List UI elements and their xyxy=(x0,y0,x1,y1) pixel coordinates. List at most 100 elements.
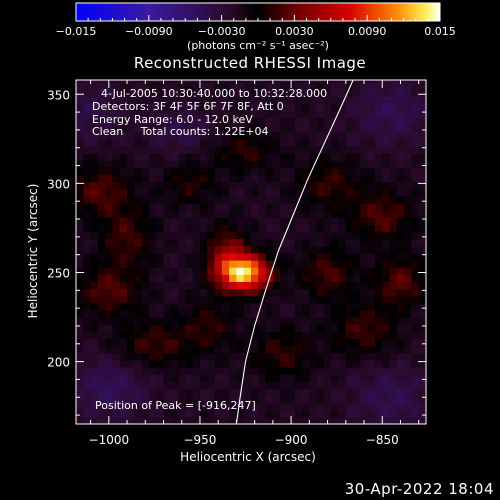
heatmap-cell xyxy=(105,295,114,304)
heatmap-cell xyxy=(294,238,303,247)
heatmap-cell xyxy=(374,81,383,90)
heatmap-cell xyxy=(374,381,383,389)
heatmap-cell xyxy=(287,345,296,354)
heatmap-cell xyxy=(148,309,157,318)
heatmap-cell xyxy=(265,252,274,261)
heatmap-cell xyxy=(251,381,259,389)
heatmap-cell xyxy=(418,202,426,211)
heatmap-cell xyxy=(192,160,201,168)
heatmap-cell xyxy=(156,195,165,204)
heatmap-cell xyxy=(148,231,157,240)
heatmap-cell xyxy=(83,80,92,83)
heatmap-cell xyxy=(389,260,398,268)
heatmap-cell xyxy=(170,117,179,126)
heatmap-cell xyxy=(221,124,230,133)
heatmap-cell xyxy=(360,260,369,268)
heatmap-cell xyxy=(134,217,143,225)
heatmap-cell xyxy=(272,131,281,140)
heatmap-cell xyxy=(83,217,92,225)
heatmap-cell xyxy=(338,381,347,389)
heatmap-cell xyxy=(404,381,413,389)
heatmap-cell xyxy=(360,245,369,254)
heatmap-cell xyxy=(404,138,413,147)
heatmap-cell xyxy=(90,238,99,247)
heatmap-cell xyxy=(105,195,114,204)
heatmap-cell xyxy=(396,309,405,318)
heatmap-cell xyxy=(251,174,259,183)
heatmap-cell xyxy=(90,224,99,233)
heatmap-cell xyxy=(316,267,325,275)
heatmap-cell xyxy=(243,359,252,368)
heatmap-cell xyxy=(207,81,216,90)
heatmap-cell xyxy=(236,131,245,140)
heatmap-cell xyxy=(229,181,238,190)
heatmap-cell xyxy=(389,153,398,161)
heatmap-cell xyxy=(156,238,165,247)
heatmap-cell xyxy=(287,295,296,304)
heatmap-cell xyxy=(374,324,383,332)
heatmap-cell xyxy=(294,409,303,418)
heatmap-cell xyxy=(331,374,340,382)
heatmap-cell xyxy=(178,260,186,268)
heatmap-cell xyxy=(76,388,84,397)
heatmap-cell xyxy=(367,352,376,361)
heatmap-cell xyxy=(302,238,310,247)
heatmap-cell xyxy=(199,302,208,311)
heatmap-cell xyxy=(127,416,135,424)
heatmap-cell xyxy=(345,402,354,411)
heatmap-cell xyxy=(141,174,150,183)
heatmap-cell xyxy=(294,96,303,104)
heatmap-cell xyxy=(367,252,376,261)
heatmap-cell xyxy=(302,388,310,397)
heatmap-cell xyxy=(345,324,354,332)
heatmap-cell xyxy=(251,245,259,254)
heatmap-cell xyxy=(141,138,150,147)
heatmap-cell xyxy=(265,80,274,83)
heatmap-cell xyxy=(192,167,201,176)
heatmap-cell xyxy=(90,274,99,283)
heatmap-cell xyxy=(221,260,230,268)
heatmap-cell xyxy=(265,167,274,176)
heatmap-cell xyxy=(382,352,391,361)
heatmap-cell xyxy=(156,374,165,382)
heatmap-cell xyxy=(309,245,318,254)
heatmap-cell xyxy=(396,381,405,389)
heatmap-cell xyxy=(229,302,238,311)
heatmap-cell xyxy=(251,103,259,111)
heatmap-cell xyxy=(236,274,245,283)
heatmap-cell xyxy=(199,288,208,297)
heatmap-cell xyxy=(258,260,267,268)
heatmap-cell xyxy=(411,366,420,375)
heatmap-cell xyxy=(214,309,223,318)
heatmap-cell xyxy=(418,388,426,397)
heatmap-cell xyxy=(418,217,426,225)
colorbar-tick-label: −0.0030 xyxy=(198,25,246,38)
heatmap-cell xyxy=(243,366,252,375)
annotation-peak-position: Position of Peak = [-916,247] xyxy=(95,399,256,412)
heatmap-cell xyxy=(302,309,310,318)
heatmap-cell xyxy=(127,131,135,140)
heatmap-cell xyxy=(90,231,99,240)
heatmap-cell xyxy=(389,160,398,168)
heatmap-cell xyxy=(163,402,172,411)
heatmap-cell xyxy=(178,160,186,168)
heatmap-cell xyxy=(382,324,391,332)
heatmap-cell xyxy=(178,252,186,261)
heatmap-cell xyxy=(258,210,267,218)
heatmap-cell xyxy=(280,302,289,311)
heatmap-cell xyxy=(90,245,99,254)
heatmap-cell xyxy=(367,309,376,318)
heatmap-cell xyxy=(389,352,398,361)
heatmap-cell xyxy=(272,210,281,218)
heatmap-cell xyxy=(141,124,150,133)
heatmap-cell xyxy=(367,324,376,332)
heatmap-cell xyxy=(374,138,383,147)
heatmap-cell xyxy=(331,131,340,140)
heatmap-cell xyxy=(105,188,114,197)
heatmap-cell xyxy=(76,117,84,126)
heatmap-cell xyxy=(251,124,259,133)
heatmap-cell xyxy=(119,131,128,140)
heatmap-cell xyxy=(163,145,172,154)
heatmap-cell xyxy=(367,81,376,90)
heatmap-cell xyxy=(156,267,165,275)
